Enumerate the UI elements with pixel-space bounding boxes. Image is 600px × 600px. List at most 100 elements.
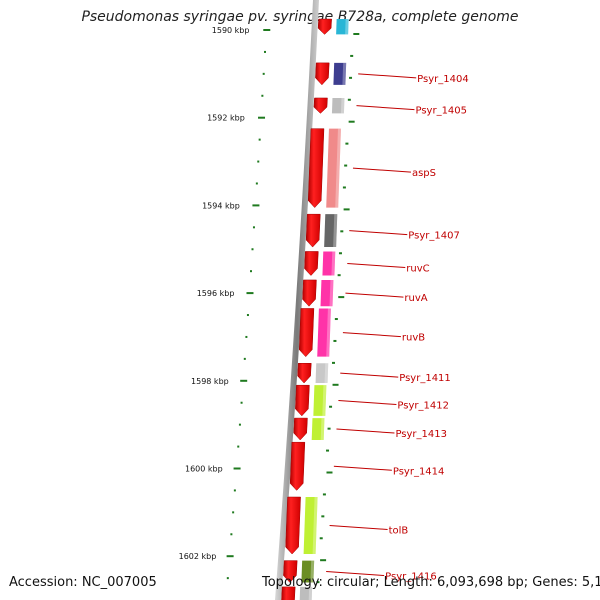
- gene-label-leader: [333, 465, 392, 471]
- cog-category-box[interactable]: [301, 560, 315, 583]
- scale-layer: 1590 kbp 1592 kbp 1594 kbp 1596 kbp 1598 kbp…: [179, 26, 360, 584]
- gene-label[interactable]: Psyr_1416: [385, 572, 437, 583]
- inner-scale-tick: [343, 208, 350, 211]
- inner-scale-tick: [332, 383, 339, 386]
- cds-arrow[interactable]: [298, 308, 315, 358]
- inner-scale-tick: [353, 33, 360, 35]
- cds-arrow[interactable]: [297, 363, 312, 384]
- gene-label-leader: [340, 372, 399, 378]
- cog-category-box[interactable]: [311, 418, 325, 440]
- genome-backbone: [275, 0, 319, 600]
- scale-major-tick: [246, 292, 254, 295]
- cds-arrow[interactable]: [317, 18, 332, 35]
- cog-category-box[interactable]: [317, 308, 331, 357]
- cds-arrow[interactable]: [295, 384, 310, 417]
- scale-minor-tick: [258, 138, 261, 141]
- scale-label: 1594 kbp: [202, 201, 240, 210]
- inner-scale-tick: [337, 274, 341, 277]
- cog-box-highlight: [324, 363, 329, 383]
- gene-label-leader: [342, 332, 401, 338]
- scale-major-tick: [252, 204, 260, 207]
- cog-category-box[interactable]: [303, 497, 318, 555]
- scale-minor-tick: [237, 445, 240, 448]
- gene-label[interactable]: Psyr_1405: [415, 106, 467, 117]
- map-title: Pseudomonas syringae pv. syringae B728a,…: [81, 9, 519, 25]
- cog-category-box[interactable]: [299, 586, 313, 600]
- label-layer: Psyr_1404 Psyr_1405 aspS Psyr_1407 ruvC ruvA r…: [326, 73, 469, 583]
- gene-label-leader: [358, 73, 417, 79]
- scale-minor-tick: [252, 226, 255, 229]
- accession-text: Accession: NC_007005: [9, 575, 157, 590]
- inner-scale-tick: [349, 76, 353, 79]
- gene-label-leader: [356, 105, 415, 111]
- inner-scale-tick: [329, 405, 333, 408]
- cog-box-highlight: [331, 251, 336, 276]
- inner-scale-tick: [342, 186, 346, 189]
- scale-minor-tick: [255, 182, 258, 185]
- cds-arrow[interactable]: [313, 97, 328, 114]
- gene-label[interactable]: Psyr_1411: [399, 373, 451, 384]
- cog-category-box[interactable]: [336, 19, 349, 35]
- scale-label: 1602 kbp: [179, 552, 217, 561]
- scale-minor-tick: [246, 314, 249, 317]
- inner-scale-tick: [326, 449, 330, 452]
- cds-arrow[interactable]: [293, 417, 308, 441]
- scale-minor-tick: [238, 423, 241, 426]
- gene-label[interactable]: tolB: [389, 526, 409, 537]
- inner-scale-tick: [350, 54, 354, 57]
- gene-label[interactable]: ruvB: [402, 333, 425, 344]
- inner-scale-tick: [331, 361, 335, 364]
- cds-arrow[interactable]: [305, 213, 321, 248]
- scale-label: 1592 kbp: [207, 114, 245, 123]
- scale-minor-tick: [243, 357, 246, 360]
- backbone-layer: [275, 0, 319, 600]
- cog-category-box[interactable]: [322, 251, 336, 276]
- inner-scale-tick: [338, 252, 342, 255]
- cog-box-highlight: [326, 308, 331, 357]
- scale-major-tick: [240, 379, 248, 382]
- cog-box-highlight: [322, 385, 327, 416]
- cds-arrow[interactable]: [315, 62, 330, 86]
- cog-box-highlight: [335, 128, 341, 208]
- cds-arrow[interactable]: [302, 279, 317, 307]
- scale-major-tick: [258, 116, 266, 119]
- cds-arrow[interactable]: [283, 560, 298, 583]
- cog-category-box[interactable]: [324, 214, 338, 248]
- cog-category-box[interactable]: [333, 62, 347, 85]
- inner-scale-tick: [347, 98, 351, 101]
- cog-category-box[interactable]: [320, 279, 334, 307]
- cog-category-box[interactable]: [331, 97, 345, 114]
- scale-minor-tick: [245, 335, 248, 338]
- cog-category-box[interactable]: [313, 385, 327, 416]
- inner-scale-tick: [345, 142, 349, 145]
- gene-label[interactable]: ruvC: [406, 264, 429, 275]
- scale-minor-tick: [262, 72, 265, 75]
- gene-label[interactable]: Psyr_1407: [408, 231, 460, 242]
- cds-arrow[interactable]: [281, 586, 296, 600]
- cog-box-highlight: [333, 214, 338, 248]
- scale-minor-tick: [226, 577, 229, 580]
- inner-scale-tick: [334, 318, 338, 321]
- scale-minor-tick: [240, 401, 243, 404]
- gene-label-leader: [326, 571, 385, 577]
- scale-major-tick: [263, 29, 271, 31]
- inner-scale-tick: [344, 164, 348, 167]
- scale-major-tick: [226, 555, 234, 558]
- gene-label[interactable]: Psyr_1414: [393, 466, 445, 477]
- cds-arrow[interactable]: [307, 128, 325, 208]
- gene-label-leader: [349, 230, 408, 236]
- cog-box-highlight: [329, 279, 334, 307]
- cds-arrow[interactable]: [304, 251, 319, 276]
- gene-label[interactable]: aspS: [412, 168, 436, 179]
- scale-minor-tick: [230, 533, 233, 536]
- cds-arrow[interactable]: [285, 496, 301, 555]
- cog-category-box[interactable]: [326, 128, 341, 208]
- gene-label[interactable]: Psyr_1404: [417, 74, 469, 85]
- cds-arrow[interactable]: [289, 441, 306, 491]
- gene-label[interactable]: ruvA: [404, 293, 427, 304]
- gene-label[interactable]: Psyr_1413: [395, 429, 447, 440]
- cog-category-box[interactable]: [315, 363, 329, 383]
- inner-scale-tick: [326, 471, 333, 474]
- gene-label[interactable]: Psyr_1412: [397, 401, 449, 412]
